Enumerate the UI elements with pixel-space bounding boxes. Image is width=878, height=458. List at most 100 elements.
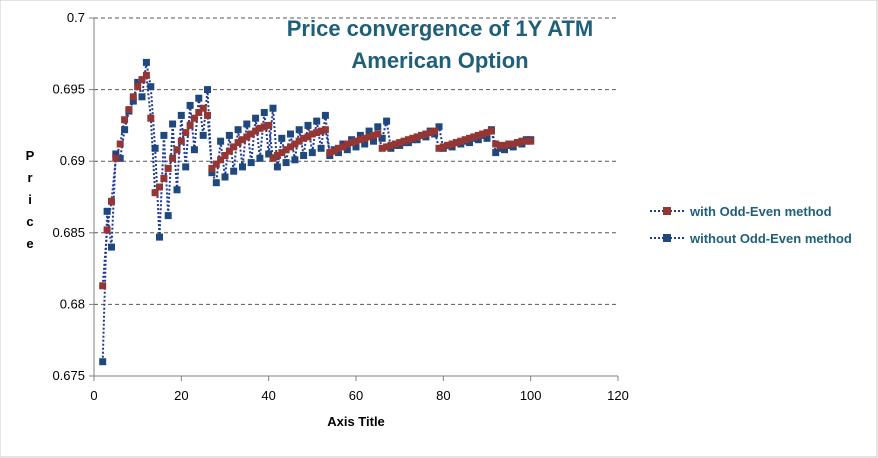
series-0-point: [287, 143, 294, 151]
series-0-point: [370, 131, 377, 139]
series-0-point: [461, 136, 469, 144]
series-0-point: [479, 130, 487, 138]
series-0-point: [330, 147, 338, 155]
series-0-point: [374, 130, 382, 138]
series-1-point: [308, 149, 316, 157]
series-0-point: [243, 133, 251, 141]
series-1-point: [112, 150, 120, 158]
series-0-point: [343, 140, 351, 148]
series-0-point: [295, 137, 303, 145]
series-1-point: [147, 83, 155, 91]
series-1-point: [370, 137, 377, 145]
series-0-point: [239, 136, 246, 144]
series-0-point: [365, 133, 373, 141]
gridlines: [94, 17, 618, 305]
y-tick-label-5: 0.7: [67, 10, 85, 25]
series-0-point: [522, 137, 530, 145]
series-1-point: [256, 154, 264, 162]
chart-title-line-2: American Option: [351, 48, 528, 73]
series-1-point: [501, 146, 508, 154]
series-0-point: [151, 189, 159, 197]
series-1-point: [212, 179, 220, 187]
series-0-point: [387, 141, 395, 149]
series-0-point: [116, 140, 124, 148]
series-0-point: [418, 131, 425, 139]
series-0-point: [361, 134, 369, 142]
series-1-point: [182, 163, 190, 171]
series-0-point: [265, 121, 273, 129]
series-0-point: [269, 154, 277, 162]
series-0-point: [169, 154, 177, 162]
series-1-point: [204, 86, 211, 94]
series-1-point: [335, 149, 342, 157]
series-0-point: [190, 114, 198, 122]
series-1-point: [295, 126, 303, 134]
x-axis-ticks: 0 20 40 60 80 100 120: [90, 376, 629, 403]
series-0-point: [234, 139, 242, 147]
series-0-point: [356, 136, 364, 144]
y-tick-label-4: 0.695: [52, 82, 85, 97]
legend-1-marker: [663, 234, 671, 242]
series-1-point: [134, 78, 142, 86]
y-axis-title: Price: [26, 148, 35, 251]
series-0-point: [409, 134, 417, 142]
y-axis-title-letter-1: r: [27, 170, 32, 185]
series-0-point: [164, 164, 172, 172]
series-1-point: [169, 120, 177, 128]
series-1-point: [186, 101, 194, 109]
series-0-point: [474, 131, 482, 139]
series-0-point: [225, 147, 233, 155]
series-1-point: [365, 127, 373, 135]
series-0-point: [509, 140, 517, 148]
series-0-point: [396, 139, 404, 147]
series-0-point: [173, 146, 181, 154]
series-0-point: [487, 127, 495, 135]
series-0-point: [413, 133, 421, 141]
chart-title-line-1: Price convergence of 1Y ATM: [287, 16, 593, 41]
series-1-point: [138, 93, 146, 101]
series-1-point: [260, 109, 268, 116]
series-1-point: [361, 140, 369, 148]
series-1-point: [291, 156, 299, 164]
series-layer: [99, 58, 535, 366]
series-1-point: [230, 167, 238, 175]
x-tick-label-1: 20: [174, 388, 188, 403]
series-0-point: [422, 130, 430, 138]
series-0-point: [177, 137, 185, 145]
y-tick-label-1: 0.68: [60, 296, 85, 311]
series-0-point: [348, 139, 356, 147]
series-1-point: [252, 114, 260, 122]
series-1-point: [239, 163, 246, 171]
series-1-point: [173, 186, 181, 194]
series-0-point: [448, 140, 456, 148]
series-1-point: [208, 169, 216, 177]
series-0-point: [221, 152, 229, 159]
series-0-point: [112, 154, 120, 162]
series-0-point: [278, 149, 286, 157]
x-tick-label-4: 80: [436, 388, 450, 403]
series-0-point: [260, 123, 268, 131]
series-0-point: [383, 143, 391, 151]
series-0-point: [501, 141, 508, 149]
series-1-point: [269, 104, 277, 112]
series-0-point: [156, 183, 163, 191]
series-1-point: [343, 146, 351, 154]
x-axis-title: Axis Title: [327, 414, 385, 429]
series-1-point: [282, 159, 290, 167]
series-0-point: [496, 141, 504, 149]
y-axis-ticks: 0.675 0.68 0.685 0.69 0.695 0.7: [52, 10, 94, 383]
legend-1-label: without Odd-Even method: [689, 231, 852, 246]
series-1-point: [313, 117, 321, 125]
series-1-point: [356, 131, 364, 139]
series-1-point: [317, 144, 325, 152]
series-1-point: [142, 58, 150, 66]
series-0-point: [204, 111, 211, 119]
series-1-point: [190, 146, 198, 154]
series-1-point: [483, 134, 491, 142]
series-0-point: [160, 174, 168, 182]
series-0-point: [195, 109, 203, 116]
series-0-point: [466, 134, 473, 142]
series-0-point: [335, 144, 342, 152]
series-1-point: [103, 207, 111, 215]
